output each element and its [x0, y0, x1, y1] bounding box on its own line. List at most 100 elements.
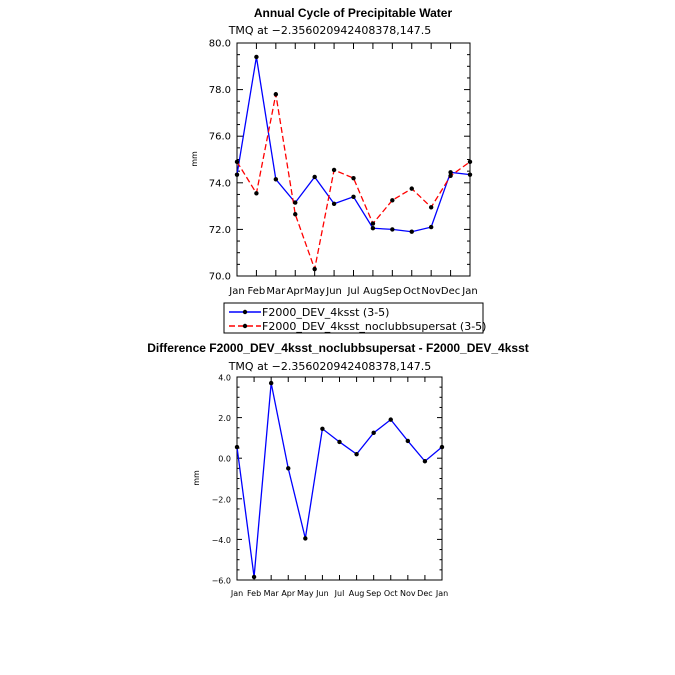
data-point-series-1 [234, 444, 240, 450]
data-point-series-1 [320, 426, 325, 431]
x-tick-label: Jan [228, 286, 244, 297]
data-point-series-2 [273, 92, 279, 97]
x-tick-label: Aug [349, 589, 365, 598]
data-point-series-1 [467, 172, 473, 177]
y-tick-label: 78.0 [209, 85, 231, 96]
data-point-series-1 [448, 170, 453, 175]
x-tick-label: Apr [287, 286, 305, 297]
data-point-series-1 [293, 200, 298, 205]
chart2-series-lines [236, 382, 443, 578]
x-tick-label: Jan [230, 589, 243, 598]
data-point-series-2 [234, 159, 240, 165]
chart2-subtitle: TMQ at −2.356020942408378,147.5 [228, 360, 432, 373]
data-point-series-1 [251, 574, 257, 580]
y-tick-label: 72.0 [209, 225, 231, 236]
chart2-ticks [236, 376, 443, 581]
legend-marker-series-2 [242, 323, 248, 329]
data-point-series-1 [351, 194, 356, 199]
x-tick-label: Sep [366, 589, 381, 598]
data-point-series-1 [409, 229, 414, 234]
chart2-plot-frame [236, 376, 443, 581]
data-point-series-2 [467, 159, 473, 165]
series-line-1 [236, 382, 443, 578]
data-point-series-2 [370, 221, 376, 226]
x-tick-label: Feb [247, 589, 261, 598]
chart2-title: Difference F2000_DEV_4ksst_noclubbsupers… [147, 341, 529, 355]
y-tick-label: 74.0 [209, 178, 231, 189]
data-point-series-1 [439, 444, 445, 450]
data-point-series-2 [390, 198, 395, 203]
data-point-series-2 [448, 173, 453, 179]
data-point-series-1 [422, 459, 428, 464]
data-point-series-1 [234, 172, 240, 177]
legend-marker-series-1 [242, 309, 248, 315]
x-tick-label: Dec [441, 286, 460, 297]
x-tick-label: Apr [281, 589, 296, 598]
y-tick-label: −4.0 [212, 536, 231, 545]
data-point-series-1 [331, 201, 337, 206]
x-tick-label: Feb [248, 286, 266, 297]
y-tick-label: 0.0 [218, 455, 231, 464]
series-line-1 [236, 56, 471, 233]
data-point-series-2 [409, 186, 414, 191]
x-tick-label: Nov [400, 589, 416, 598]
data-point-series-2 [293, 212, 298, 217]
series-line-2 [236, 94, 471, 272]
data-point-series-1 [388, 417, 393, 422]
chart1-series-lines [236, 56, 471, 272]
x-tick-label: Jan [461, 286, 477, 297]
data-point-series-1 [337, 439, 342, 445]
chart1-x-tick-labels: Jan Feb Mar Apr May Jun Jul Aug Sep Oct Nov Dec Jan [228, 286, 477, 297]
x-tick-label: Nov [421, 286, 441, 297]
chart2-data-points [234, 380, 445, 580]
chart2-x-tick-labels: Jan Feb Mar Apr May Jun Jul Aug Sep Oct Nov Dec Jan [230, 589, 448, 598]
data-point-series-1 [405, 438, 411, 444]
chart1-ylabel: mm [190, 151, 199, 167]
x-tick-label: Sep [383, 286, 402, 297]
y-tick-label: 4.0 [218, 374, 231, 383]
data-point-series-1 [312, 174, 317, 180]
x-tick-label: Oct [384, 589, 398, 598]
data-point-series-2 [254, 191, 259, 196]
data-point-series-1 [428, 224, 434, 230]
data-point-series-1 [254, 54, 259, 60]
data-point-series-1 [371, 430, 376, 436]
chart1-subtitle: TMQ at −2.356020942408378,147.5 [228, 24, 432, 37]
chart1-title: Annual Cycle of Precipitable Water [254, 6, 453, 20]
data-point-series-1 [354, 451, 359, 457]
x-tick-label: Mar [264, 589, 280, 598]
data-point-series-1 [286, 466, 291, 471]
chart1-plot-frame [236, 42, 471, 277]
x-tick-label: Dec [417, 589, 432, 598]
y-tick-label: −6.0 [212, 577, 231, 586]
data-point-series-2 [351, 175, 356, 181]
x-tick-label: Jan [435, 589, 448, 598]
chart2-y-tick-labels: −6.0 −4.0 −2.0 0.0 2.0 4.0 [212, 374, 231, 586]
data-point-series-1 [390, 227, 395, 232]
y-tick-label: 70.0 [209, 272, 231, 283]
chart2-ylabel: mm [192, 470, 201, 486]
x-tick-label: Jul [346, 286, 359, 297]
x-tick-label: Aug [363, 286, 383, 297]
legend-label-series-2: F2000_DEV_4ksst_noclubbsupersat (3-5) [262, 320, 486, 333]
legend-label-series-1: F2000_DEV_4ksst (3-5) [262, 306, 389, 319]
data-point-series-1 [268, 380, 274, 386]
x-tick-label: Oct [403, 286, 420, 297]
chart1-legend: F2000_DEV_4ksst (3-5) F2000_DEV_4ksst_no… [223, 302, 486, 334]
chart1-ticks [236, 42, 471, 277]
legend-box [223, 302, 484, 334]
y-tick-label: 2.0 [218, 414, 231, 423]
x-tick-label: May [297, 589, 314, 598]
chart1-data-points [234, 54, 473, 272]
data-point-series-1 [303, 536, 308, 541]
x-tick-label: Jun [325, 286, 342, 297]
x-tick-label: May [304, 286, 325, 297]
y-tick-label: −2.0 [212, 495, 231, 504]
data-point-series-2 [428, 205, 434, 210]
chart1-y-tick-labels: 70.0 72.0 74.0 76.0 78.0 80.0 [209, 39, 231, 283]
x-tick-label: Jun [315, 589, 329, 598]
y-tick-label: 76.0 [209, 132, 231, 143]
data-point-series-2 [331, 167, 337, 173]
data-point-series-1 [273, 177, 279, 182]
